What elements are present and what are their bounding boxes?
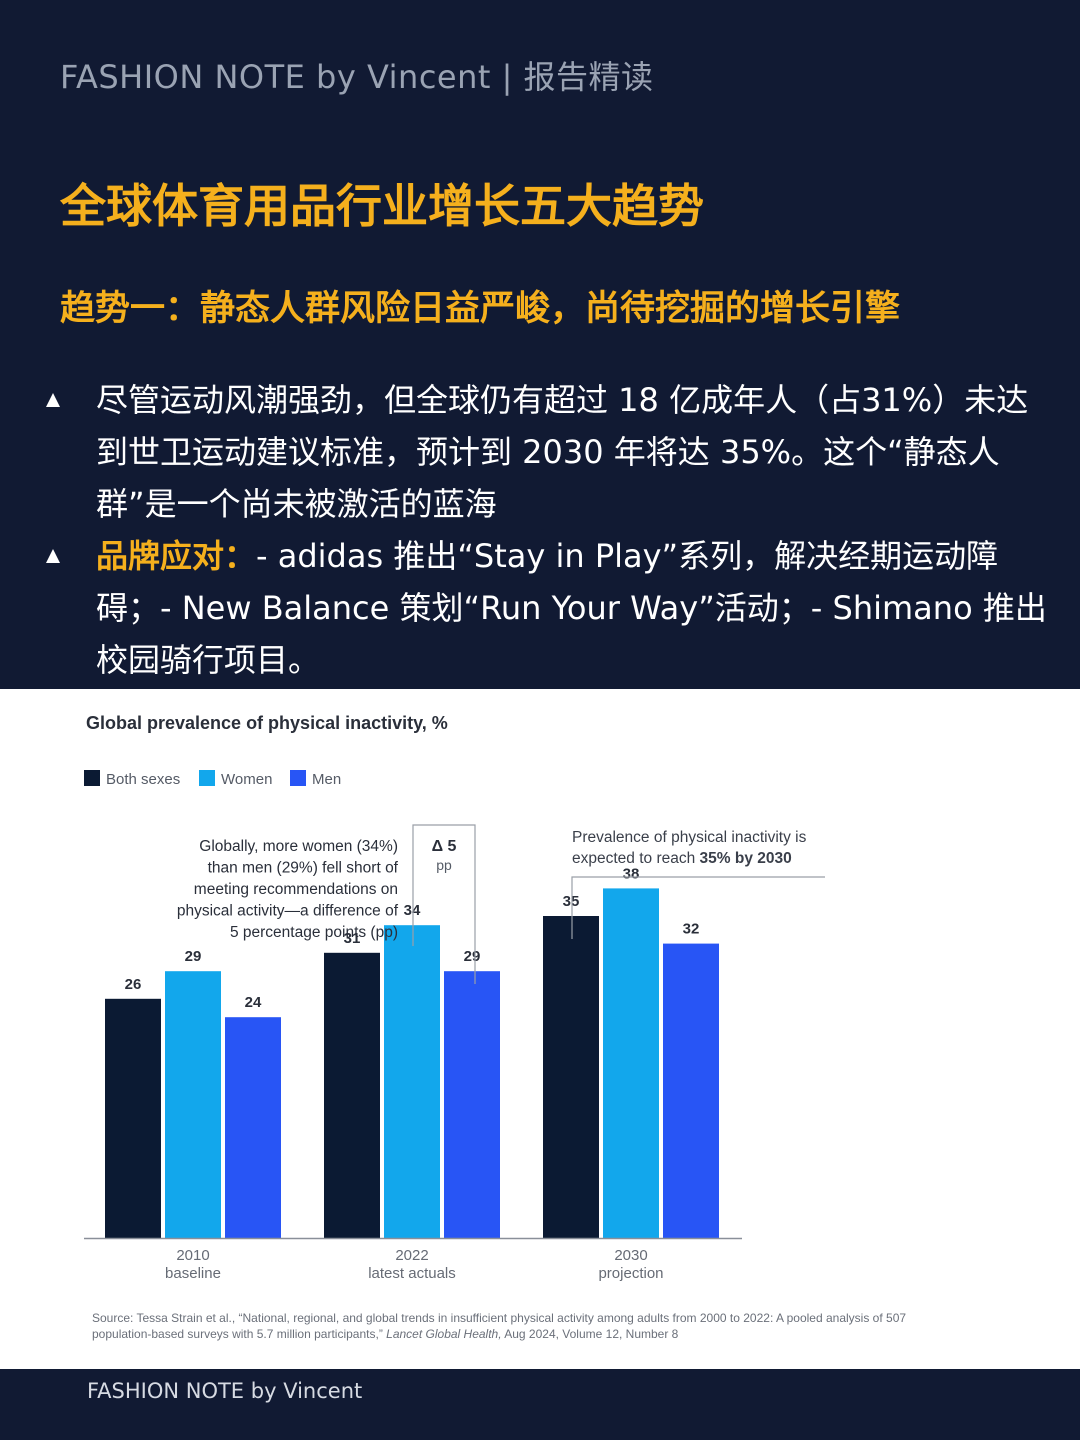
annotation-text: than men (29%) fell short of — [208, 860, 399, 877]
annotation-text: 5 percentage points (pp) — [230, 924, 398, 941]
bar-chart: Global prevalence of physical inactivity… — [84, 713, 906, 1341]
header-brand: FASHION NOTE by Vincent | 报告精读 — [60, 58, 654, 96]
legend-label: Men — [312, 771, 341, 788]
footer-bar: FASHION NOTE by Vincent — [0, 1369, 1080, 1440]
bar — [444, 971, 500, 1238]
projection-annotation: expected to reach 35% by 2030 — [572, 850, 792, 867]
legend-label: Both sexes — [106, 771, 180, 788]
bar — [165, 971, 221, 1238]
data-label: 29 — [464, 948, 481, 965]
category-label: projection — [598, 1265, 663, 1282]
annotation-text: physical activity—a difference of — [177, 903, 399, 920]
bar — [384, 925, 440, 1238]
legend-swatch — [290, 770, 306, 786]
footer-brand: FASHION NOTE by Vincent — [87, 1379, 363, 1403]
bullet-label: 品牌应对： — [96, 537, 257, 575]
bullet-triangle-icon — [46, 393, 60, 407]
bar — [324, 952, 380, 1238]
page-subtitle: 趋势一：静态人群风险日益严峻，尚待挖掘的增长引擎 — [60, 289, 901, 329]
annotation-text: meeting recommendations on — [194, 881, 398, 898]
source-text: Source: Tessa Strain et al., “National, … — [92, 1311, 906, 1325]
category-label: 2022 — [395, 1247, 428, 1264]
data-label: 32 — [683, 921, 700, 938]
legend-label: Women — [221, 771, 272, 788]
chart-title: Global prevalence of physical inactivity… — [86, 713, 448, 733]
data-label: 38 — [623, 865, 640, 882]
delta-unit: pp — [436, 857, 452, 873]
data-label: 34 — [404, 902, 421, 919]
bullet-triangle-icon — [46, 549, 60, 563]
bullet-text: - adidas 推出“Stay in Play”系列，解决经期运动障碍；- N… — [96, 537, 1047, 679]
bullet-text: 尽管运动风潮强劲，但全球仍有超过 18 亿成年人（占31%）未达到世卫运动建议标… — [96, 381, 1029, 523]
source-text: population-based surveys with 5.7 millio… — [92, 1327, 679, 1341]
chart-panel: Global prevalence of physical inactivity… — [0, 689, 1080, 1369]
bar — [225, 1017, 281, 1238]
delta-value: Δ 5 — [432, 838, 457, 855]
projection-bracket — [571, 876, 825, 939]
bar — [105, 998, 161, 1238]
bar — [603, 888, 659, 1238]
bullet-item: 品牌应对：- adidas 推出“Stay in Play”系列，解决经期运动障… — [96, 530, 1056, 686]
category-label: 2030 — [614, 1247, 647, 1264]
bar — [663, 943, 719, 1238]
delta-bracket — [412, 824, 476, 984]
category-label: baseline — [165, 1265, 221, 1282]
category-label: latest actuals — [368, 1265, 456, 1282]
bullet-item: 尽管运动风潮强劲，但全球仍有超过 18 亿成年人（占31%）未达到世卫运动建议标… — [96, 374, 1056, 530]
data-label: 29 — [185, 948, 202, 965]
legend-swatch — [199, 770, 215, 786]
data-label: 26 — [125, 976, 142, 993]
category-label: 2010 — [176, 1247, 209, 1264]
bar — [543, 916, 599, 1238]
data-label: 31 — [344, 930, 361, 947]
data-label: 35 — [563, 893, 580, 910]
top-panel: FASHION NOTE by Vincent | 报告精读 全球体育用品行业增… — [0, 0, 1080, 689]
projection-annotation: Prevalence of physical inactivity is — [572, 829, 807, 846]
page-title: 全球体育用品行业增长五大趋势 — [60, 179, 704, 233]
annotation-text: Globally, more women (34%) — [199, 838, 398, 855]
legend-swatch — [84, 770, 100, 786]
data-label: 24 — [245, 994, 262, 1011]
